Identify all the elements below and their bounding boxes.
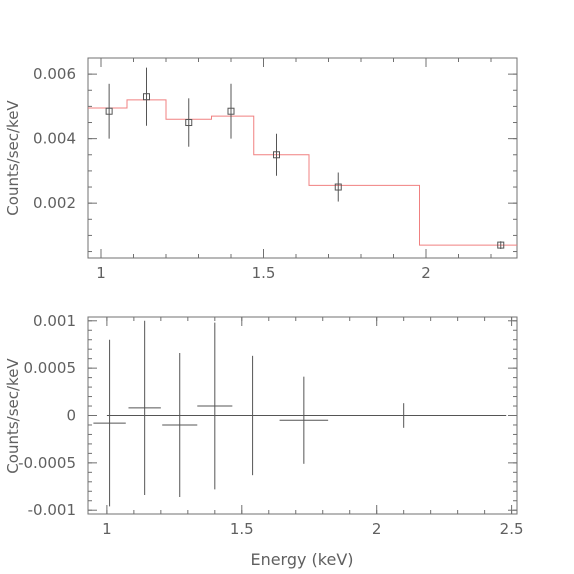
x-tick-label: 2.5 xyxy=(500,520,524,538)
y-tick-label: 0.001 xyxy=(33,312,76,330)
y-tick-label: 0.004 xyxy=(33,130,76,148)
y-tick-label: 0.0005 xyxy=(24,359,77,377)
data-point-marker xyxy=(334,183,342,191)
top-panel: Counts/sec/keV 1 1.5 2 0.002 0.004 0.006 xyxy=(4,57,518,282)
top-tick-labels: 1 1.5 2 0.002 0.004 0.006 xyxy=(33,65,431,282)
data-point-marker xyxy=(185,119,193,127)
x-tick-label: 1 xyxy=(96,264,106,282)
y-tick-label: 0.002 xyxy=(33,194,76,212)
x-tick-label: 2 xyxy=(421,264,431,282)
y-tick-label: 0 xyxy=(66,407,76,425)
x-tick-label: 1.5 xyxy=(252,264,276,282)
data-point-marker xyxy=(273,151,280,159)
data-point-marker xyxy=(143,93,150,101)
model-step-line xyxy=(88,99,517,246)
data-point-marker xyxy=(497,241,505,249)
x-tick-label: 1 xyxy=(102,520,112,538)
top-plot-frame xyxy=(87,57,518,259)
y-tick-label: 0.006 xyxy=(33,65,76,83)
residual-points xyxy=(93,320,438,507)
bottom-tick-labels: 1 1.5 2 2.5 -0.001 -0.0005 0 0.0005 0.001 xyxy=(18,312,523,538)
y-tick-label: -0.0005 xyxy=(18,454,76,472)
data-point-marker xyxy=(105,107,113,115)
x-axis-label: Energy (keV) xyxy=(250,550,353,569)
data-point-marker xyxy=(227,107,235,115)
bottom-y-axis-label: Counts/sec/keV xyxy=(4,358,22,474)
data-points xyxy=(105,67,505,249)
x-tick-label: 1.5 xyxy=(230,520,254,538)
model-step-path xyxy=(88,99,517,246)
bottom-tick-marks xyxy=(88,317,517,514)
y-tick-label: -0.001 xyxy=(28,501,76,519)
top-tick-marks xyxy=(88,57,517,258)
x-tick-label: 2 xyxy=(372,520,382,538)
top-y-axis-label: Counts/sec/keV xyxy=(4,100,22,216)
bottom-panel: Counts/sec/keV Energy (keV) 1 1.5 2 2.5 -0.0… xyxy=(4,312,524,569)
